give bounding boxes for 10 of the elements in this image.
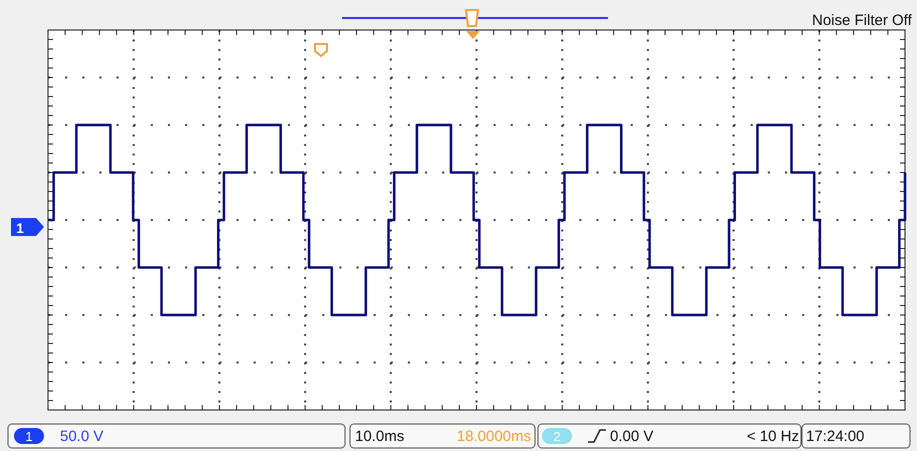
text: < 10 Hz	[746, 428, 799, 445]
text: 10.0ms	[355, 428, 404, 445]
text: 18.0000ms	[456, 428, 531, 445]
text: Noise Filter Off	[812, 12, 913, 29]
text: 17:24:00	[806, 428, 864, 445]
text: 1	[25, 429, 33, 444]
text: 1	[16, 220, 24, 236]
text: 0.00 V	[610, 428, 654, 445]
text: 2	[553, 429, 561, 444]
text: 50.0 V	[60, 428, 104, 445]
